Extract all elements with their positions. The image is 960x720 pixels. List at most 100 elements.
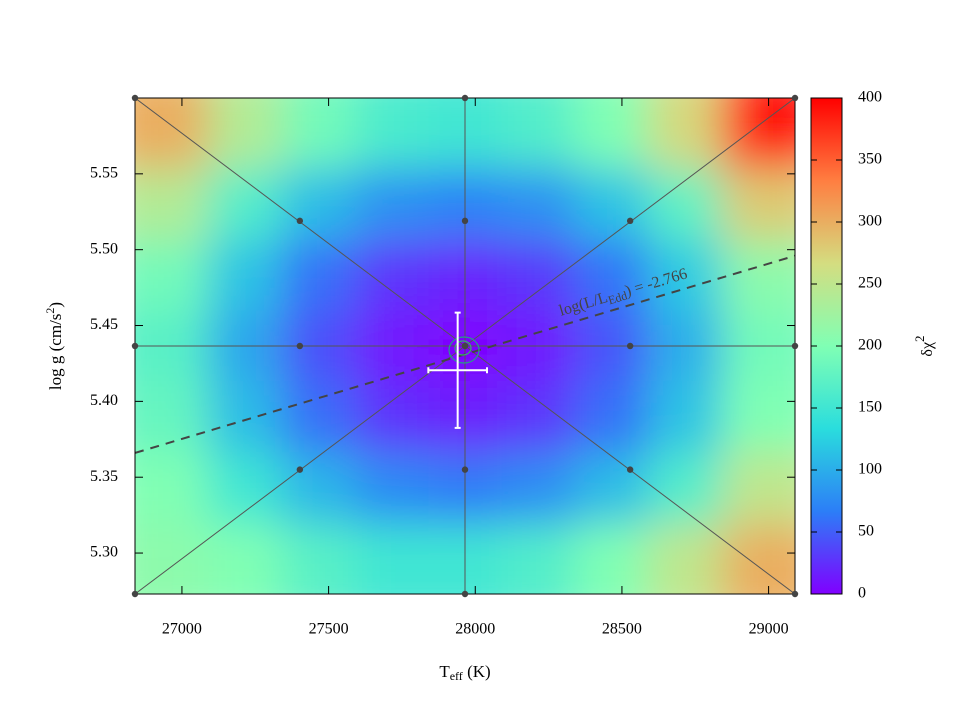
- model-grid-point: [791, 342, 799, 350]
- colorbar-tick-label: 200: [858, 337, 882, 354]
- model-grid-point: [461, 94, 469, 102]
- contour: [454, 340, 472, 356]
- y-tick-label: 5.50: [90, 240, 118, 257]
- x-axis-label-sub: eff: [450, 669, 463, 683]
- x-tick-label: 28500: [602, 621, 642, 638]
- y-axis-label-sup: 2: [43, 308, 57, 314]
- y-axis-label: log g (cm/s2): [43, 302, 65, 390]
- heat-cell: [135, 380, 209, 453]
- x-axis-label-text: T: [439, 662, 450, 681]
- colorbar-tick-label: 300: [858, 213, 882, 230]
- y-axis-label-tail: ): [46, 302, 65, 308]
- heat-cell: [208, 523, 283, 594]
- heat-cell: [501, 168, 576, 241]
- x-axis-label-tail: (K): [463, 662, 491, 681]
- model-grid-point: [131, 94, 139, 102]
- x-tick-label: 29000: [749, 621, 789, 638]
- heat-cell: [721, 239, 795, 311]
- heat-cell: [721, 98, 795, 170]
- colorbar-tick-label: 350: [858, 151, 882, 168]
- y-tick-label: 5.35: [90, 468, 118, 485]
- colorbar-tick-label: 100: [858, 461, 882, 478]
- x-tick-label: 27000: [162, 621, 202, 638]
- heat-cell: [355, 168, 429, 241]
- heat-cell: [355, 380, 429, 453]
- x-axis-label: Teff (K): [439, 662, 490, 683]
- colorbar-tick-label: 400: [858, 89, 882, 106]
- heat-cell: [281, 380, 356, 453]
- heat-cell: [355, 98, 429, 170]
- heat-cell: [355, 523, 429, 594]
- heat-cell: [575, 98, 649, 170]
- model-grid-point: [626, 466, 634, 473]
- heat-cell: [208, 380, 283, 453]
- heat-cell: [721, 168, 795, 241]
- heat-cell: [501, 523, 576, 594]
- heat-cell: [281, 239, 356, 311]
- heat-cell: [501, 452, 576, 524]
- model-grid-point: [626, 342, 634, 350]
- model-grid-point: [461, 466, 469, 473]
- heat-cell: [208, 239, 283, 311]
- model-grid-point: [296, 342, 304, 350]
- heat-cell: [135, 168, 209, 241]
- heat-cell: [208, 98, 283, 170]
- heat-cell: [721, 452, 795, 524]
- y-axis-label-text: log g (cm/s: [46, 314, 65, 391]
- heat-cell: [575, 239, 649, 311]
- heat-cell: [355, 452, 429, 524]
- x-tick-label: 27500: [309, 621, 349, 638]
- heat-cell: [281, 452, 356, 524]
- model-grid-point: [131, 590, 139, 598]
- heat-cell: [575, 380, 649, 453]
- heat-cell: [648, 168, 723, 241]
- heat-cell: [501, 239, 576, 311]
- heat-cell: [135, 98, 209, 170]
- heat-cell: [501, 98, 576, 170]
- heat-cell: [721, 380, 795, 453]
- heat-cell: [648, 98, 723, 170]
- model-grid-point: [461, 590, 469, 598]
- contour: [448, 336, 480, 364]
- heat-cell: [721, 523, 795, 594]
- colorbar-tick-label: 150: [858, 399, 882, 416]
- heat-cell: [501, 380, 576, 453]
- model-grid-point: [296, 466, 304, 473]
- heat-cell: [648, 523, 723, 594]
- heat-cell: [135, 523, 209, 594]
- heat-cell: [281, 168, 356, 241]
- model-grid-point: [461, 342, 469, 350]
- colorbar-label-text: δχ: [919, 341, 936, 357]
- heat-cell: [355, 239, 429, 311]
- heat-cell: [208, 168, 283, 241]
- heat-cell: [208, 452, 283, 524]
- model-grid-point: [461, 217, 469, 225]
- heat-cell: [648, 239, 723, 311]
- heat-cell: [135, 239, 209, 311]
- y-tick-label: 5.30: [90, 544, 118, 561]
- model-grid-point: [791, 590, 799, 598]
- model-grid-point: [791, 94, 799, 102]
- model-grid-point: [296, 217, 304, 225]
- heat-cell: [648, 380, 723, 453]
- eddington-label-sub: Edd: [606, 288, 629, 307]
- heat-cell: [281, 98, 356, 170]
- y-tick-label: 5.45: [90, 316, 118, 333]
- y-tick-label: 5.40: [90, 392, 118, 409]
- colorbar-tick-label: 0: [858, 585, 866, 602]
- heat-cell: [575, 523, 649, 594]
- y-tick-label: 5.55: [90, 165, 118, 182]
- model-grid-point: [626, 217, 634, 225]
- model-grid-point: [131, 342, 139, 350]
- colorbar-tick-label: 250: [858, 275, 882, 292]
- x-tick-label: 28000: [455, 621, 495, 638]
- heat-cell: [281, 523, 356, 594]
- contours: [448, 336, 480, 364]
- colorbar-tick-label: 50: [858, 523, 874, 540]
- heat-cell: [648, 452, 723, 524]
- colorbar-label-sup: 2: [912, 335, 927, 342]
- colorbar-label: δχ2: [912, 335, 936, 356]
- heat-cell: [575, 168, 649, 241]
- heat-cell: [575, 452, 649, 524]
